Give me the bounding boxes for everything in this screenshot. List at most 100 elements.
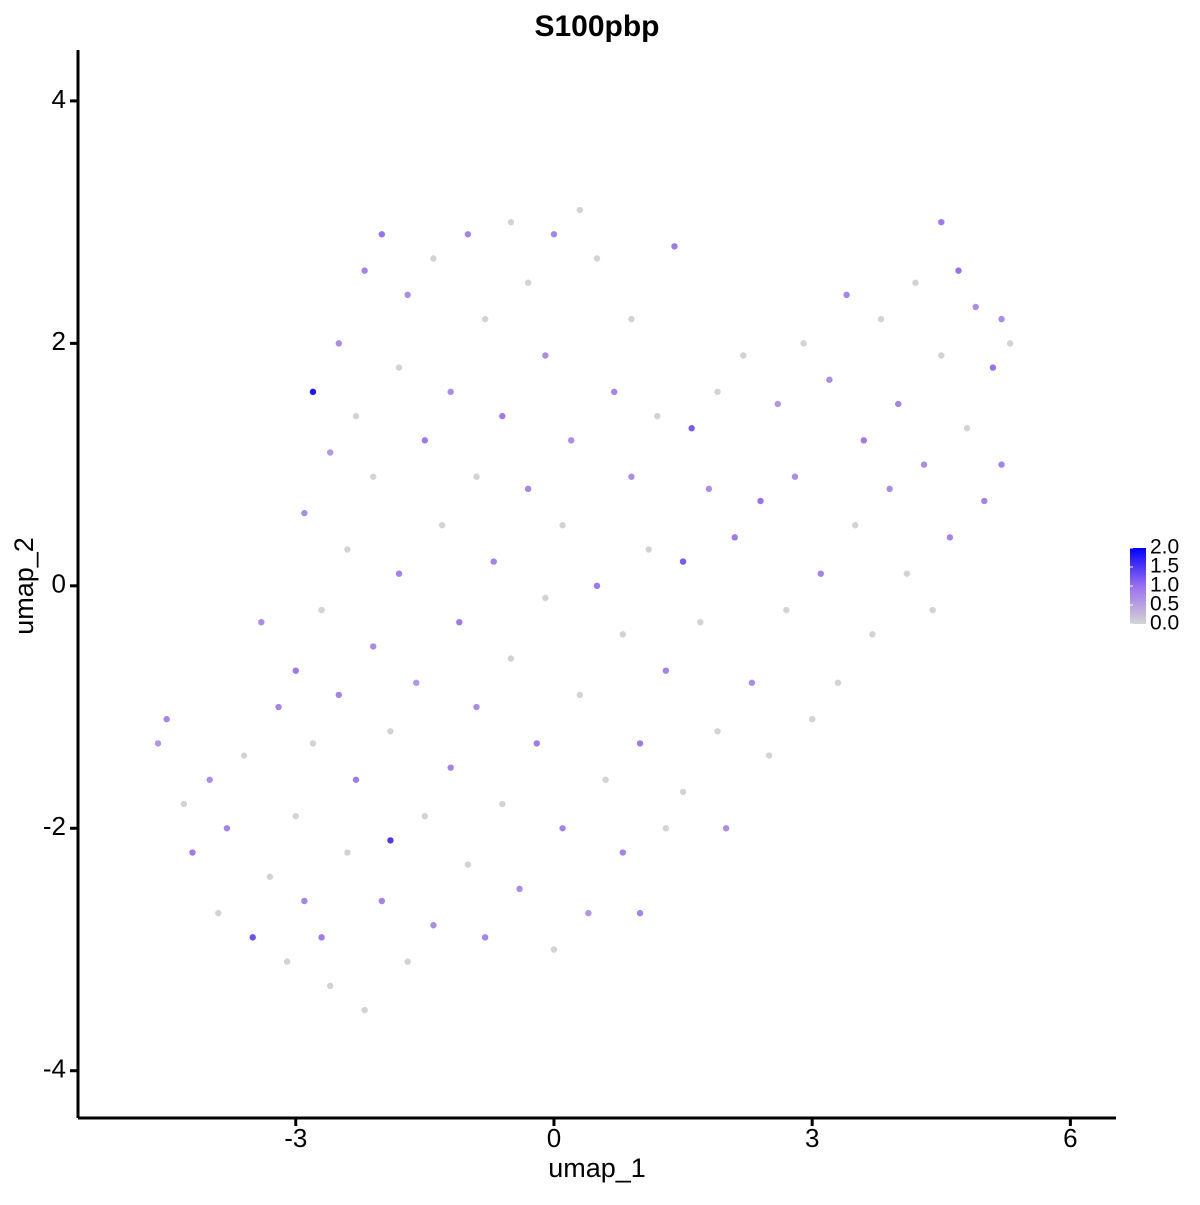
point <box>722 825 730 832</box>
point <box>800 340 807 347</box>
point <box>430 922 437 929</box>
point <box>464 231 472 238</box>
chart-title: S100pbp <box>534 10 659 43</box>
point <box>714 728 721 735</box>
x-axis-label: umap_1 <box>548 1153 646 1183</box>
point <box>464 861 472 868</box>
point <box>748 679 756 686</box>
point <box>636 740 644 747</box>
point <box>481 315 489 323</box>
y-tick-label: -4 <box>43 1054 66 1084</box>
colorbar-tick-label: 0.5 <box>1150 593 1179 616</box>
point <box>490 558 497 565</box>
point <box>447 388 454 396</box>
point <box>326 982 334 990</box>
point <box>335 691 342 699</box>
point <box>636 909 644 917</box>
point <box>679 558 687 565</box>
point <box>679 788 687 796</box>
point <box>929 606 936 614</box>
point <box>602 776 609 783</box>
point <box>757 497 764 505</box>
point <box>524 279 532 286</box>
point <box>559 825 566 832</box>
point <box>266 873 274 880</box>
point <box>697 618 704 626</box>
point <box>533 740 540 747</box>
point <box>447 764 454 771</box>
point <box>860 437 868 444</box>
point <box>852 522 859 529</box>
point <box>714 388 721 396</box>
point <box>869 631 876 638</box>
point <box>413 679 420 686</box>
point <box>507 218 515 226</box>
point <box>456 618 463 626</box>
point <box>404 291 411 299</box>
point <box>275 703 282 711</box>
point <box>361 267 368 274</box>
point <box>189 849 196 856</box>
colorbar-tick-label: 1.5 <box>1150 555 1179 578</box>
y-axis-label: umap_2 <box>9 537 39 635</box>
point <box>920 461 928 468</box>
point <box>335 340 342 347</box>
point <box>740 352 747 359</box>
point <box>765 752 773 759</box>
point <box>309 388 317 396</box>
point <box>301 509 308 517</box>
point <box>163 715 170 723</box>
point <box>249 934 256 941</box>
point <box>791 473 799 480</box>
point <box>611 388 618 396</box>
y-tick-label: 4 <box>52 84 66 114</box>
point <box>154 740 162 747</box>
point <box>938 352 945 359</box>
point <box>955 267 962 274</box>
point <box>628 473 635 480</box>
point <box>318 606 325 614</box>
point <box>344 849 351 856</box>
x-tick-label: 6 <box>1063 1123 1077 1153</box>
colorbar-tick-label: 2.0 <box>1150 536 1179 559</box>
point <box>473 703 480 711</box>
point <box>705 485 713 493</box>
point <box>542 352 549 359</box>
point <box>318 934 325 941</box>
point <box>292 812 299 820</box>
point <box>619 849 627 856</box>
point <box>481 934 489 941</box>
colorbar-tick-label: 1.0 <box>1150 574 1179 597</box>
point <box>843 291 850 299</box>
point <box>370 643 377 650</box>
point <box>180 800 188 808</box>
point <box>370 473 377 480</box>
point <box>826 376 833 383</box>
point <box>387 837 394 844</box>
point <box>258 618 265 626</box>
x-tick-label: -3 <box>284 1123 307 1153</box>
point <box>404 958 411 965</box>
point <box>912 279 919 286</box>
point <box>628 315 635 323</box>
point <box>542 594 549 602</box>
point <box>585 909 592 917</box>
point <box>378 231 386 238</box>
point <box>567 437 575 444</box>
point <box>731 534 738 541</box>
point <box>301 897 308 905</box>
point <box>808 715 816 723</box>
point <box>903 570 911 577</box>
point <box>361 1006 368 1014</box>
colorbar-tick-label: 0.0 <box>1150 612 1179 635</box>
point <box>516 885 523 893</box>
point <box>326 449 334 456</box>
point <box>378 897 386 905</box>
point <box>550 946 558 953</box>
y-tick-label: 0 <box>52 569 66 599</box>
point <box>645 546 652 553</box>
point <box>576 206 583 214</box>
point <box>292 667 299 674</box>
point <box>972 303 979 311</box>
